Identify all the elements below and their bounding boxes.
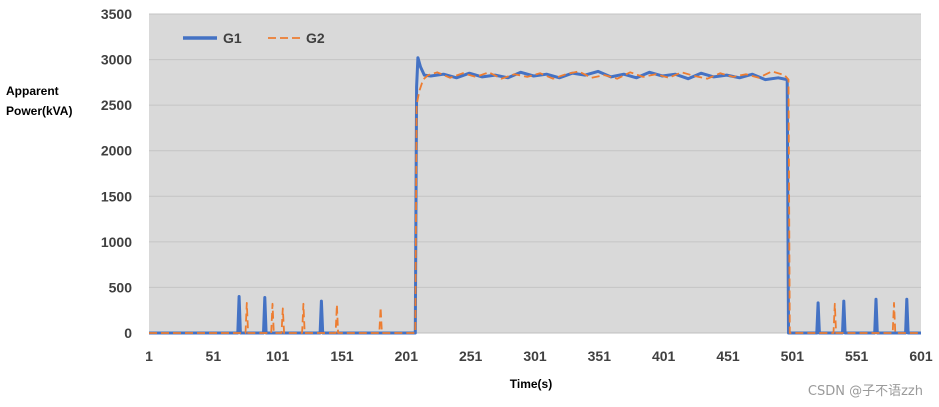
series-line-g1 [149, 56, 921, 335]
x-tick-label: 501 [781, 348, 805, 364]
legend-label-g1: G1 [223, 30, 242, 46]
y-tick-label: 3500 [101, 6, 132, 22]
y-tick-label: 2500 [101, 97, 132, 113]
y-tick-label: 3000 [101, 52, 132, 68]
x-tick-label: 1 [145, 348, 153, 364]
x-tick-label: 151 [330, 348, 354, 364]
legend-label-g2: G2 [306, 30, 325, 46]
y-axis-label-line2: Power(kVA) [6, 104, 72, 118]
y-tick-label: 0 [124, 325, 132, 341]
x-tick-label: 601 [909, 348, 933, 364]
x-tick-label: 351 [588, 348, 612, 364]
series-layer [149, 56, 921, 335]
x-tick-label: 551 [845, 348, 869, 364]
x-tick-label: 401 [652, 348, 676, 364]
x-tick-label: 301 [523, 348, 547, 364]
watermark: CSDN @子不语zzh [807, 384, 923, 399]
y-axis-label-line1: Apparent [6, 84, 59, 98]
x-axis-label: Time(s) [510, 377, 552, 391]
x-tick-labels: 1 51 101 151 201 251 301 351 401 451 501 551 601 [145, 348, 933, 364]
x-tick-label: 201 [395, 348, 419, 364]
y-tick-label: 2000 [101, 143, 132, 159]
x-tick-label: 251 [459, 348, 483, 364]
x-tick-label: 451 [716, 348, 740, 364]
legend: G1 G2 [183, 30, 325, 46]
plot-area [149, 14, 921, 333]
gridlines [149, 13, 921, 334]
x-tick-label: 51 [206, 348, 222, 364]
x-tick-label: 101 [266, 348, 290, 364]
y-tick-label: 1500 [101, 188, 132, 204]
y-tick-labels: 0 500 1000 1500 2000 2500 3000 3500 [101, 6, 132, 341]
y-tick-label: 1000 [101, 234, 132, 250]
series-line-g2 [149, 70, 921, 334]
y-tick-label: 500 [109, 279, 133, 295]
